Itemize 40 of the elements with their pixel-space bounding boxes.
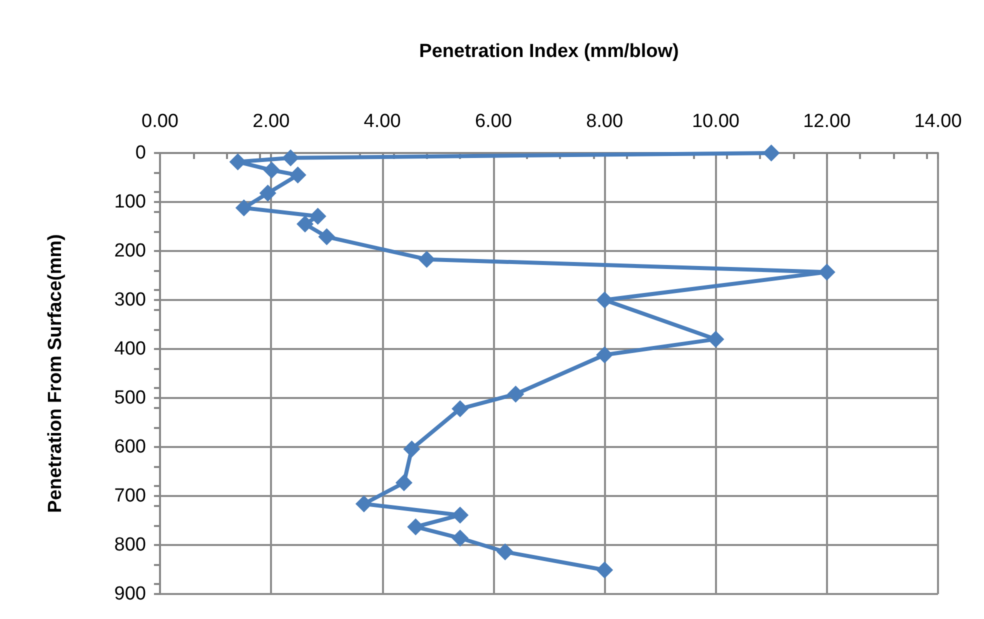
point bbox=[403, 440, 420, 458]
point bbox=[282, 149, 300, 166]
y-axis-title: Penetration From Surface(mm) bbox=[45, 234, 66, 513]
x-tick-label: 2.00 bbox=[252, 111, 290, 132]
point bbox=[507, 386, 524, 403]
point bbox=[452, 400, 469, 418]
point bbox=[496, 543, 514, 560]
point bbox=[596, 346, 614, 364]
y-tick-label: 500 bbox=[114, 388, 146, 408]
point bbox=[407, 518, 424, 536]
y-tick-label: 800 bbox=[114, 534, 146, 556]
x-tick-label: 8.00 bbox=[586, 111, 624, 132]
point bbox=[596, 561, 614, 578]
x-tick-label: 14.00 bbox=[914, 111, 962, 132]
x-tick-label: 0.00 bbox=[142, 111, 178, 132]
point bbox=[259, 184, 276, 202]
y-tick-label: 400 bbox=[114, 338, 146, 360]
x-tick-label: 12.00 bbox=[803, 111, 851, 132]
point bbox=[762, 144, 780, 162]
y-tick-label: 200 bbox=[114, 240, 146, 262]
y-tick-label: 0 bbox=[135, 142, 146, 164]
x-tick-label: 10.00 bbox=[692, 111, 740, 132]
point bbox=[452, 530, 469, 547]
x-tick-label: 6.00 bbox=[474, 111, 512, 132]
point bbox=[355, 495, 372, 512]
point bbox=[289, 166, 306, 184]
point bbox=[318, 228, 336, 246]
x-tick-label: 4.00 bbox=[364, 111, 401, 132]
x-axis-title: Penetration Index (mm/blow) bbox=[419, 41, 679, 62]
y-tick-label: 100 bbox=[114, 192, 146, 212]
point bbox=[263, 162, 280, 179]
point bbox=[395, 474, 412, 492]
y-tick-label: 700 bbox=[114, 486, 146, 506]
point bbox=[235, 199, 252, 216]
y-tick-label: 300 bbox=[114, 290, 146, 310]
point bbox=[418, 250, 436, 268]
point bbox=[296, 216, 314, 233]
y-tick-label: 600 bbox=[114, 436, 146, 458]
y-tick-label: 900 bbox=[114, 584, 146, 604]
point bbox=[309, 208, 326, 225]
